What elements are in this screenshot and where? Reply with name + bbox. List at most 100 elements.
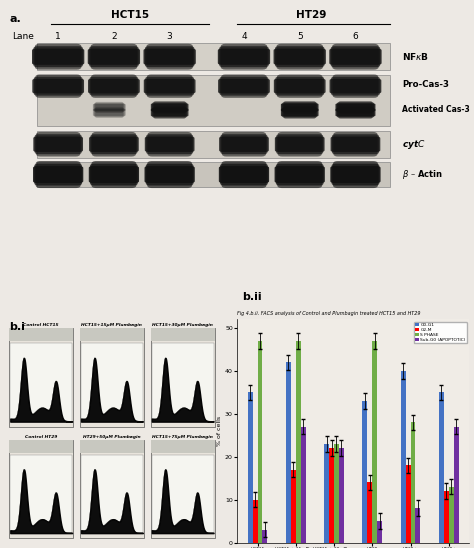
FancyBboxPatch shape (275, 46, 324, 67)
Text: $\beta$ – Actin: $\beta$ – Actin (402, 168, 443, 181)
Bar (334, 444, 339, 543)
FancyBboxPatch shape (34, 77, 82, 96)
Bar (372, 341, 377, 543)
FancyBboxPatch shape (147, 161, 192, 188)
FancyBboxPatch shape (332, 163, 379, 186)
Text: 6: 6 (353, 32, 358, 41)
FancyBboxPatch shape (91, 44, 137, 70)
Bar (9, 328, 73, 426)
Bar (81, 343, 143, 421)
Legend: G0-G1, G2-M, S PHASE, Sub-G0 (APOPTOTIC): G0-G1, G2-M, S PHASE, Sub-G0 (APOPTOTIC) (414, 322, 467, 344)
FancyBboxPatch shape (333, 132, 378, 157)
FancyBboxPatch shape (36, 161, 81, 188)
Text: 4: 4 (241, 32, 247, 41)
FancyBboxPatch shape (152, 107, 187, 117)
FancyBboxPatch shape (331, 46, 380, 67)
Bar (444, 491, 449, 543)
Bar (401, 371, 406, 543)
FancyBboxPatch shape (221, 161, 266, 188)
FancyBboxPatch shape (36, 132, 80, 157)
FancyBboxPatch shape (90, 163, 138, 186)
FancyBboxPatch shape (276, 134, 323, 154)
Bar (449, 487, 454, 543)
FancyBboxPatch shape (147, 75, 192, 98)
Bar (152, 343, 214, 421)
Text: Control HCT15: Control HCT15 (23, 323, 59, 327)
Bar (406, 465, 410, 543)
Bar (80, 328, 144, 341)
Text: HCT15+15μM Plumbagin: HCT15+15μM Plumbagin (82, 323, 142, 327)
FancyBboxPatch shape (35, 134, 82, 154)
FancyBboxPatch shape (36, 75, 81, 98)
FancyBboxPatch shape (151, 104, 189, 111)
Bar (377, 521, 382, 543)
FancyBboxPatch shape (330, 136, 380, 152)
Bar (81, 455, 143, 533)
FancyBboxPatch shape (281, 104, 319, 111)
Bar (37, 162, 390, 187)
FancyBboxPatch shape (333, 161, 378, 188)
Bar (291, 470, 296, 543)
Bar (10, 455, 72, 533)
FancyBboxPatch shape (88, 79, 140, 94)
Bar (410, 423, 416, 543)
FancyBboxPatch shape (219, 77, 268, 96)
Text: Activated Cas-3: Activated Cas-3 (402, 105, 470, 114)
FancyBboxPatch shape (145, 46, 194, 67)
FancyBboxPatch shape (151, 109, 189, 116)
Text: Lane: Lane (12, 32, 34, 41)
FancyBboxPatch shape (330, 166, 381, 183)
Bar (286, 362, 291, 543)
Text: b.ii: b.ii (242, 292, 261, 301)
FancyBboxPatch shape (218, 49, 270, 65)
Text: Control HT29: Control HT29 (25, 435, 57, 439)
FancyBboxPatch shape (329, 79, 381, 94)
FancyBboxPatch shape (94, 103, 125, 112)
FancyBboxPatch shape (145, 136, 194, 152)
FancyBboxPatch shape (33, 166, 83, 183)
FancyBboxPatch shape (219, 46, 269, 67)
FancyBboxPatch shape (219, 166, 269, 183)
FancyBboxPatch shape (338, 106, 373, 118)
FancyBboxPatch shape (89, 166, 139, 183)
Bar (439, 392, 444, 543)
FancyBboxPatch shape (91, 161, 137, 188)
FancyBboxPatch shape (332, 44, 379, 70)
Bar (329, 448, 334, 543)
FancyBboxPatch shape (93, 104, 126, 111)
FancyBboxPatch shape (146, 134, 193, 154)
Text: b.i: b.i (9, 322, 25, 332)
FancyBboxPatch shape (281, 109, 319, 116)
FancyBboxPatch shape (331, 77, 380, 96)
Bar (151, 440, 215, 538)
Bar (80, 328, 144, 426)
Text: cyt$C$: cyt$C$ (402, 138, 426, 151)
FancyBboxPatch shape (276, 44, 323, 70)
Bar (37, 75, 390, 127)
FancyBboxPatch shape (283, 106, 316, 118)
FancyBboxPatch shape (274, 79, 326, 94)
FancyBboxPatch shape (91, 134, 137, 154)
Text: 3: 3 (167, 32, 173, 41)
FancyBboxPatch shape (221, 44, 267, 70)
FancyBboxPatch shape (221, 75, 267, 98)
Text: 2: 2 (111, 32, 117, 41)
Bar (253, 500, 257, 543)
FancyBboxPatch shape (282, 102, 317, 112)
FancyBboxPatch shape (222, 132, 266, 157)
Bar (263, 530, 267, 543)
Bar (296, 341, 301, 543)
Text: HCT15: HCT15 (111, 10, 149, 20)
Text: HCT15+30μM Plumbagin: HCT15+30μM Plumbagin (152, 323, 213, 327)
FancyBboxPatch shape (220, 163, 268, 186)
FancyBboxPatch shape (337, 102, 374, 112)
FancyBboxPatch shape (336, 109, 375, 116)
FancyBboxPatch shape (94, 108, 125, 117)
Bar (339, 448, 344, 543)
FancyBboxPatch shape (218, 79, 270, 94)
FancyBboxPatch shape (95, 102, 123, 113)
Bar (37, 131, 390, 157)
FancyBboxPatch shape (32, 49, 84, 65)
FancyBboxPatch shape (144, 49, 196, 65)
Bar (367, 482, 372, 543)
